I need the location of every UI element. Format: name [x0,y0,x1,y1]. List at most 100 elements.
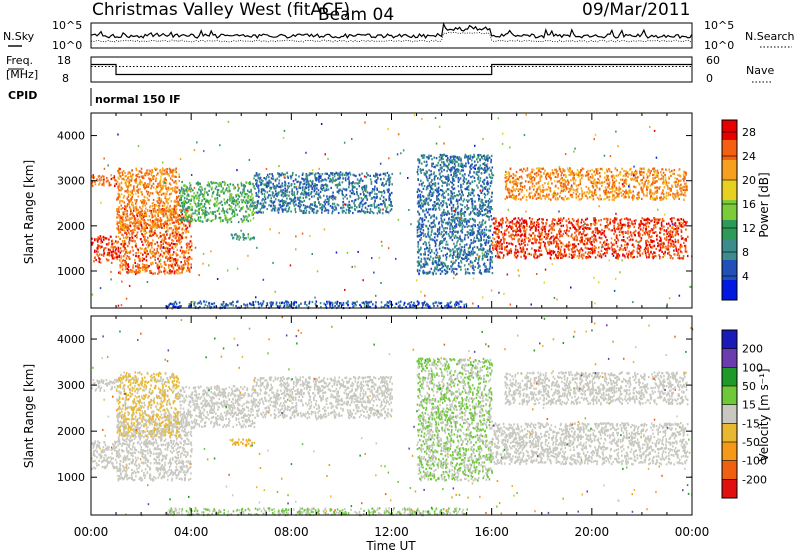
echo-cell [168,269,171,273]
echo-cell [184,229,186,232]
echo-cell [364,196,366,199]
echo-cell [476,236,478,240]
echo-cell [439,256,441,259]
echo-cell [488,187,491,190]
echo-cell [437,203,440,206]
echo-cell [459,219,461,222]
echo-cell [315,205,317,208]
echo-cell [134,222,137,225]
echo-cell [331,174,334,177]
echo-cell [572,246,574,249]
echo-cell [151,202,154,205]
echo-cell [451,192,454,195]
station-title: Christmas Valley West (fitACF) [92,0,350,20]
echo-cell [192,212,194,215]
echo-cell [446,252,448,255]
echo-cell [132,266,135,269]
echo-cell [441,219,443,222]
echo-cell [132,231,135,234]
echo-cell [159,185,162,189]
echo-cell [144,266,146,269]
echo-cell [419,195,422,199]
echo-cell [189,182,191,185]
echo-cell [195,219,197,222]
echo-cell [435,157,438,160]
echo-cell [155,218,157,221]
echo-cell [136,215,139,218]
echo-cell [419,197,422,200]
nave-tick-low: 0 [706,72,713,85]
echo-cell [456,200,459,203]
echo-band [116,207,193,276]
echo-cell [418,189,421,193]
echo-cell [360,200,363,203]
echo-cell [311,208,314,211]
echo-cell [441,241,443,244]
echo-cell [461,163,464,166]
echo-cell [538,223,540,226]
echo-cell [145,226,148,229]
echo-cell [416,170,419,174]
echo-cell [135,269,137,272]
echo-cell [490,195,493,198]
echo-cell [115,179,117,182]
echo-cell [438,199,441,202]
echo-cell [159,209,161,212]
echo-cell [149,178,152,181]
echo-cell [146,209,149,212]
echo-cell [153,210,156,213]
echo-cell [148,172,150,175]
echo-cell [328,199,330,202]
echo-cell [455,255,457,258]
echo-cell [145,231,148,234]
echo-cell [457,257,459,260]
echo-cell [230,206,233,209]
echo-cell [388,197,390,200]
echo-cell [352,191,354,194]
echo-cell [584,218,587,221]
echo-cell [99,258,101,261]
echo-cell [118,177,120,180]
echo-cell [428,192,431,195]
echo-cell [140,220,143,223]
echo-cell [546,218,548,222]
echo-cell [432,162,434,165]
echo-cell [654,223,656,226]
echo-cell [127,190,130,193]
echo-cell [184,261,186,264]
echo-cell [213,203,215,206]
echo-cell [472,239,475,242]
echo-cell [449,227,451,230]
echo-cell [429,190,432,194]
echo-cell [159,183,162,186]
echo-cell [176,253,179,256]
echo-cell [650,220,652,223]
echo-cell [430,222,433,225]
echo-cell [486,215,489,218]
echo-cell [198,196,201,199]
echo-cell [104,247,107,250]
echo-cell [479,243,482,246]
echo-cell [150,210,152,213]
echo-cell [163,169,166,172]
echo-cell [416,226,419,229]
echo-cell [419,204,421,207]
echo-cell [291,173,294,177]
echo-cell [476,246,479,249]
echo-cell [628,250,630,253]
echo-cell [204,216,206,219]
echo-cell [480,225,482,228]
echo-cell [168,227,171,230]
echo-cell [256,184,258,187]
echo-cell [137,195,140,198]
echo-cell [236,235,239,238]
echo-cell [251,193,253,196]
echo-cell [257,174,259,177]
echo-cell [369,204,371,207]
echo-cell [477,259,480,262]
echo-cell [180,221,182,224]
echo-cell [523,234,526,238]
echo-cell [169,264,172,267]
echo-cell [128,200,130,203]
echo-cell [146,250,148,253]
